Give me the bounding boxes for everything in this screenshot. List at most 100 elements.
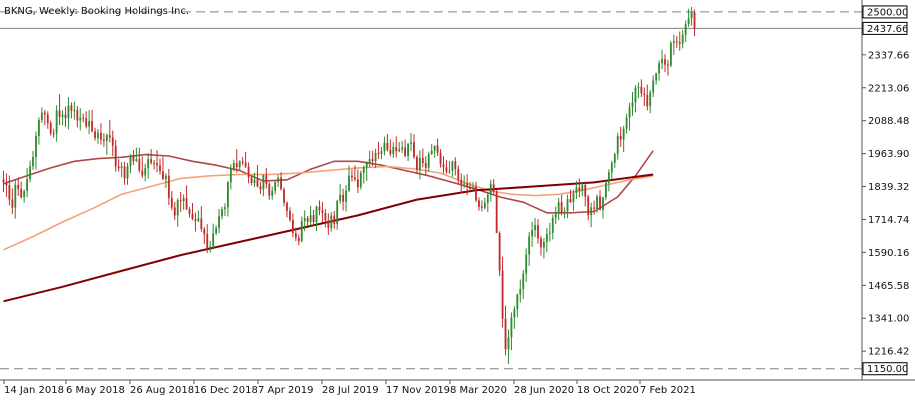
candle-body [389, 149, 392, 155]
candle-body [687, 18, 690, 25]
candle-body [418, 158, 421, 170]
candle [271, 186, 274, 200]
candle-body [224, 207, 226, 210]
candle [478, 197, 480, 211]
candle-body [138, 159, 141, 171]
candle-body [534, 225, 536, 230]
candle-body [510, 317, 513, 338]
candle [108, 119, 111, 143]
candle-body [306, 218, 309, 223]
candle-body [486, 194, 489, 203]
candle-body [126, 166, 129, 179]
candle-body [655, 73, 658, 81]
candle-body [277, 177, 280, 183]
candle [587, 194, 590, 221]
candle [395, 136, 398, 158]
candle [575, 180, 578, 200]
candle [321, 201, 324, 223]
candle [424, 156, 427, 175]
candle [339, 183, 342, 204]
candle-body [669, 43, 672, 66]
price-tag-label-current: 2437.66 [867, 24, 908, 35]
candle-body [395, 146, 398, 152]
candle [507, 329, 510, 364]
candle-body [294, 233, 297, 238]
candle [445, 160, 448, 175]
candle [522, 270, 525, 300]
candle [667, 59, 669, 76]
candle [5, 173, 8, 197]
candle-body [170, 197, 173, 208]
candle [560, 194, 563, 216]
candle-body [342, 194, 345, 202]
candle-body [162, 171, 164, 179]
y-tick-label: 1216.42 [868, 347, 909, 358]
candle [362, 165, 365, 184]
candle-body [599, 196, 601, 210]
candle [661, 49, 663, 70]
candle-body [2, 179, 5, 183]
candle-body [483, 202, 486, 208]
price-levels [0, 11, 862, 370]
candle [37, 117, 40, 145]
candle-body [271, 190, 274, 196]
candle [94, 127, 96, 141]
candle-body [613, 154, 616, 163]
candle [566, 194, 569, 219]
candle [114, 139, 117, 172]
candle-body [356, 179, 359, 188]
candle-body [97, 132, 99, 138]
candle [513, 306, 516, 329]
candle [602, 196, 604, 219]
candle-body [454, 161, 457, 169]
price-tag-label-resistance: 2500.00 [867, 7, 908, 18]
candle-body [516, 294, 519, 310]
candle-body [652, 80, 655, 93]
candle-body [244, 162, 247, 167]
candle-body [179, 200, 182, 202]
candle [333, 210, 336, 229]
candle [596, 194, 598, 213]
candle [215, 225, 218, 236]
candle-body [466, 183, 469, 187]
price-tag-current [862, 21, 908, 35]
x-tick-label: 14 Jan 2018 [4, 385, 64, 396]
candle-body [129, 156, 132, 167]
candle [111, 130, 114, 157]
candle [297, 234, 300, 246]
candle [159, 158, 161, 175]
candle [289, 207, 291, 222]
candle-body [259, 186, 262, 190]
candle [79, 108, 82, 131]
candle [475, 181, 477, 202]
candle-body [616, 135, 619, 155]
price-tag-support [862, 362, 908, 376]
candle [534, 217, 536, 238]
x-tick-label: 26 Aug 2018 [130, 385, 194, 396]
candle-body [327, 220, 330, 228]
candle [416, 155, 418, 173]
x-tick-label: 16 Dec 2018 [194, 385, 258, 396]
candle [20, 181, 23, 199]
candle [687, 8, 690, 27]
price-tag-label-support: 1150.00 [867, 364, 908, 375]
candle [232, 159, 235, 172]
candle-body [690, 12, 693, 19]
candle [472, 182, 474, 191]
candle-body [371, 159, 374, 162]
candle-body [153, 162, 156, 164]
candle [105, 133, 108, 155]
candle-body [212, 233, 215, 247]
candle [58, 94, 61, 126]
candle [253, 172, 256, 187]
candle-body [649, 92, 652, 107]
candle [640, 79, 643, 98]
candle-body [593, 207, 596, 209]
candle-body [413, 142, 415, 158]
candle [153, 159, 156, 170]
candle [348, 165, 350, 193]
candle-body [49, 123, 52, 134]
candle-body [8, 185, 11, 200]
